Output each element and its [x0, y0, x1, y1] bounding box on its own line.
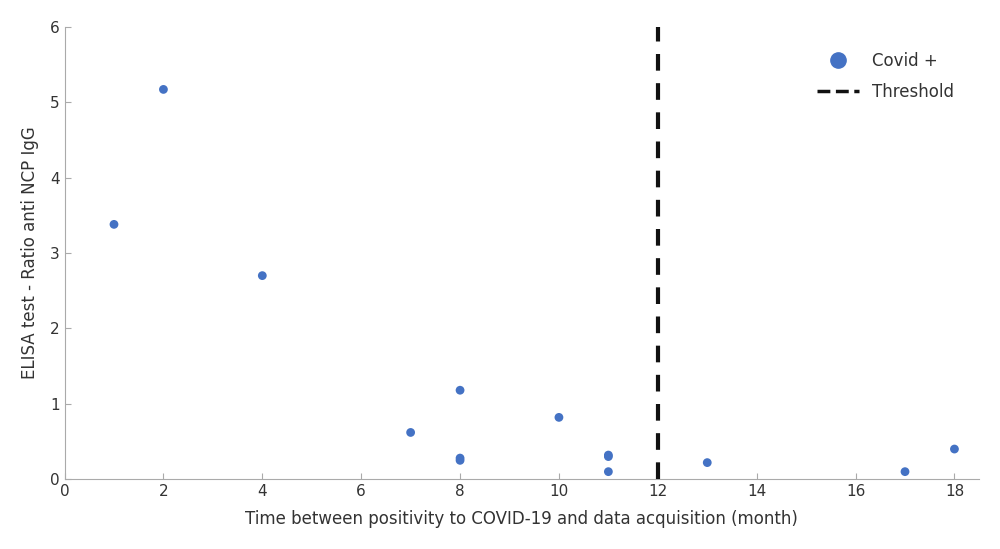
Point — [699, 458, 715, 467]
Point — [452, 456, 468, 465]
Point — [106, 220, 122, 229]
Point — [403, 428, 419, 437]
Y-axis label: ELISA test - Ratio anti NCP IgG: ELISA test - Ratio anti NCP IgG — [21, 127, 39, 379]
Legend: Covid +, Threshold: Covid +, Threshold — [800, 35, 971, 118]
Point — [452, 453, 468, 462]
Point — [600, 467, 616, 476]
Point — [254, 271, 270, 280]
Point — [946, 445, 962, 453]
Point — [452, 386, 468, 395]
Point — [600, 452, 616, 461]
Point — [155, 85, 171, 94]
Point — [600, 451, 616, 460]
Point — [551, 413, 567, 422]
X-axis label: Time between positivity to COVID-19 and data acquisition (month): Time between positivity to COVID-19 and … — [245, 510, 798, 528]
Point — [897, 467, 913, 476]
